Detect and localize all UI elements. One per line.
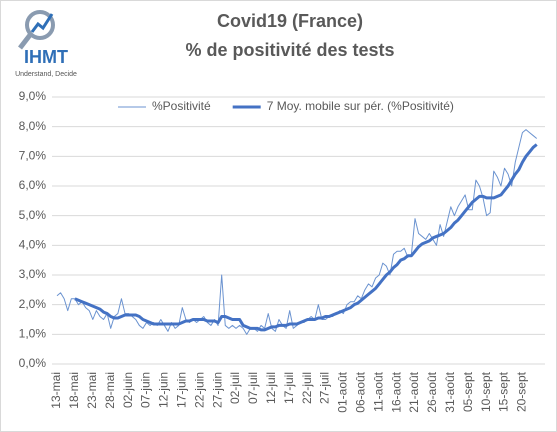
logo-tagline: Understand, Decide xyxy=(15,71,77,78)
y-tick-label: 0,0% xyxy=(19,356,47,370)
x-tick-label: 02-juin xyxy=(121,372,135,408)
y-tick-label: 3,0% xyxy=(19,267,47,281)
x-tick-label: 06-août xyxy=(353,371,367,412)
x-tick-label: 20-sept xyxy=(515,371,529,412)
logo-ring xyxy=(25,10,55,40)
x-tick-label: 07-juil xyxy=(246,372,260,404)
x-tick-label: 21-août xyxy=(407,371,421,412)
legend-label: %Positivité xyxy=(152,99,211,113)
x-tick-label: 15-sept xyxy=(497,371,511,412)
x-tick-label: 10-sept xyxy=(479,371,493,412)
x-tick-label: 17-juin xyxy=(174,372,188,408)
y-tick-label: 2,0% xyxy=(19,297,47,311)
series-line xyxy=(74,143,538,332)
y-tick-label: 6,0% xyxy=(19,178,47,192)
logo-arrow xyxy=(30,13,54,33)
y-tick-label: 5,0% xyxy=(19,208,47,222)
x-tick-label: 13-mai xyxy=(49,372,63,409)
x-tick-label: 02-juil xyxy=(228,372,242,404)
logo: IHMT Understand, Decide xyxy=(15,10,77,78)
x-tick-label: 22-juil xyxy=(300,372,314,404)
y-tick-label: 4,0% xyxy=(19,238,47,252)
logo-handle xyxy=(18,33,32,50)
y-tick-label: 8,0% xyxy=(19,119,47,133)
chart-subtitle: % de positivité des tests xyxy=(185,40,394,60)
x-tick-label: 12-juil xyxy=(264,372,278,404)
y-tick-label: 7,0% xyxy=(19,149,47,163)
x-tick-label: 27-juil xyxy=(318,372,332,404)
chart-title: Covid19 (France) xyxy=(217,11,363,31)
x-tick-label: 22-juin xyxy=(192,372,206,408)
x-tick-label: 17-juil xyxy=(282,372,296,404)
x-tick-label: 23-mai xyxy=(85,372,99,409)
legend-label: 7 Moy. mobile sur pér. (%Positivité) xyxy=(267,99,454,113)
x-tick-label: 16-août xyxy=(389,371,403,412)
x-tick-label: 01-août xyxy=(336,371,350,412)
x-tick-label: 07-juin xyxy=(139,372,153,408)
x-tick-label: 12-juin xyxy=(157,372,171,408)
x-tick-label: 11-août xyxy=(371,371,385,411)
y-tick-label: 1,0% xyxy=(19,327,47,341)
y-tick-label: 9,0% xyxy=(19,89,47,103)
x-tick-label: 31-août xyxy=(443,371,457,412)
x-tick-label: 26-août xyxy=(425,371,439,412)
x-tick-label: 27-juin xyxy=(210,372,224,408)
logo-name: IHMT xyxy=(24,47,68,67)
x-tick-label: 18-mai xyxy=(67,372,81,409)
x-tick-label: 28-mai xyxy=(103,372,117,409)
x-tick-label: 05-sept xyxy=(461,371,475,412)
